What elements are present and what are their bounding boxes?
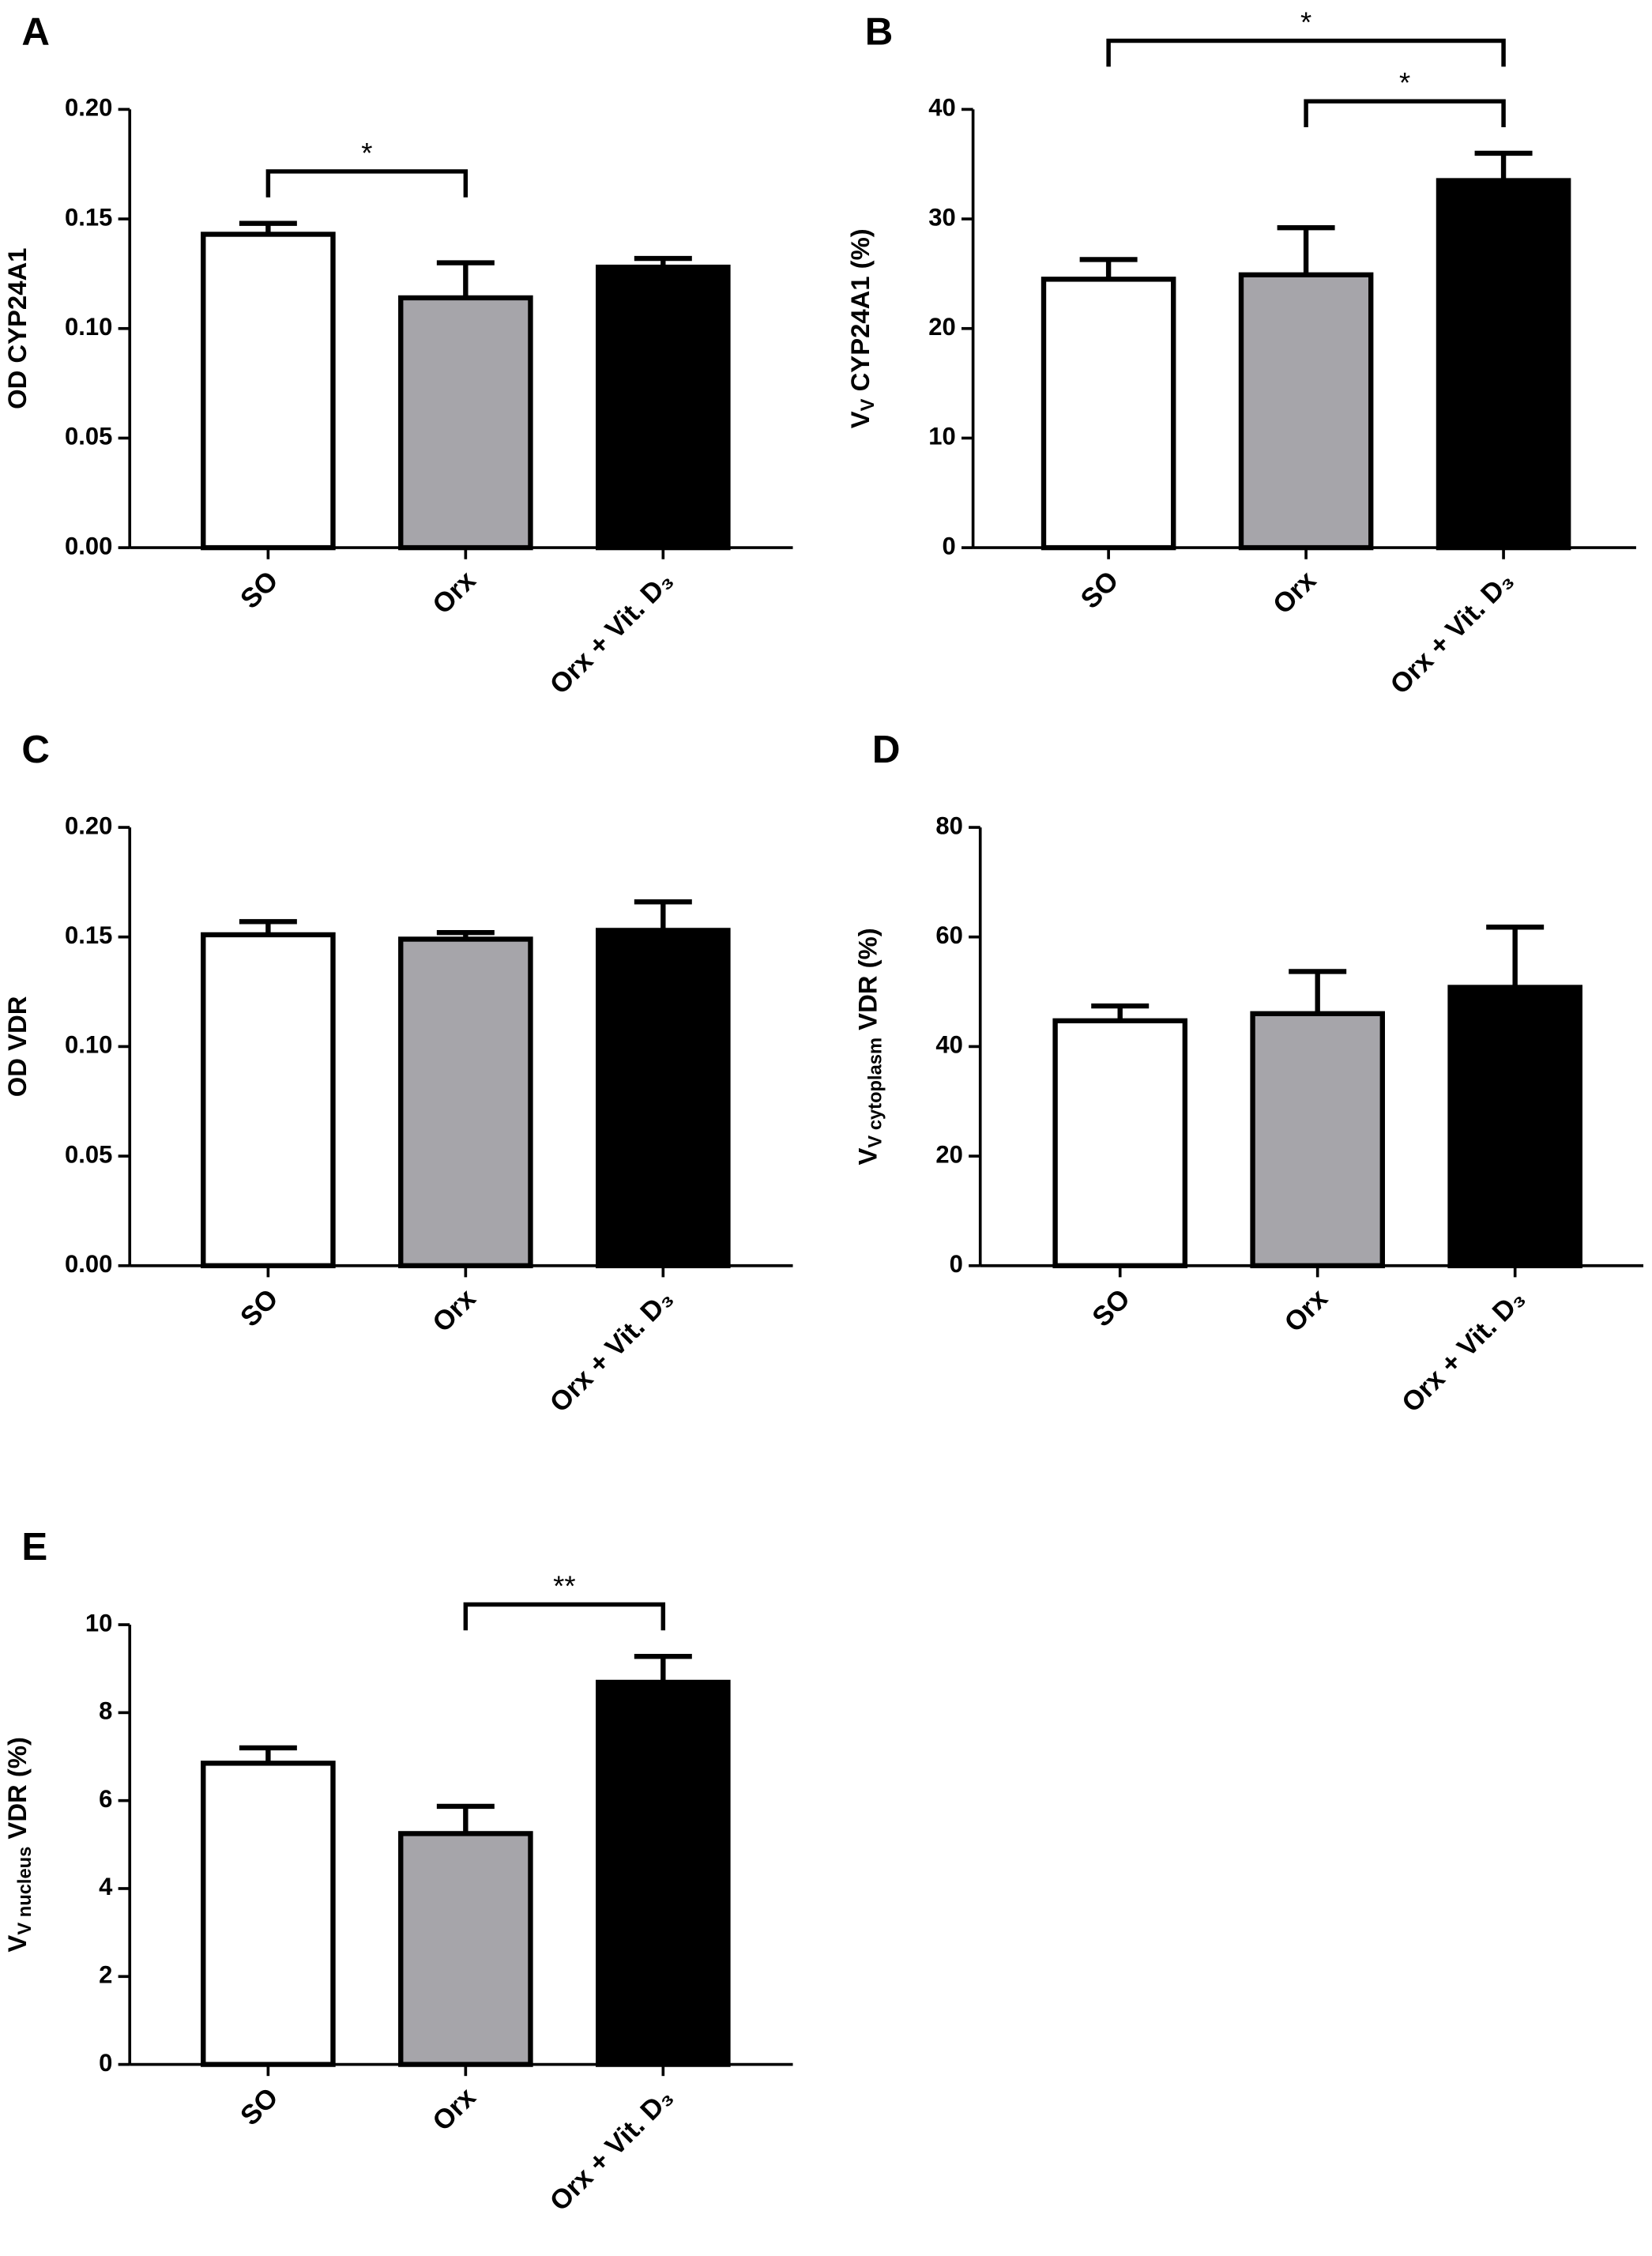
bar <box>398 1831 533 2067</box>
significance-bracket <box>463 1602 666 1631</box>
x-tick-label: Orx + Vit. D₃ <box>544 1283 679 1418</box>
x-tick-label: Orx <box>1267 565 1323 620</box>
y-tick-label: 0 <box>950 1250 963 1278</box>
bar <box>398 295 533 551</box>
panel-label: B <box>865 9 894 53</box>
x-tick-label: Orx + Vit. D₃ <box>1385 566 1520 701</box>
y-tick-label: 0 <box>942 532 955 559</box>
y-axis-label-part: OD VDR <box>2 996 32 1097</box>
bar <box>201 232 336 551</box>
y-axis-label: VV nucleus VDR (%) <box>2 1737 36 1952</box>
y-tick-label: 30 <box>928 203 955 231</box>
y-tick-label: 80 <box>935 812 962 839</box>
x-tick-label: SO <box>235 2082 284 2131</box>
y-axis-label: VV cytoplasm VDR (%) <box>852 928 886 1165</box>
y-axis-label-part: OD CYP24A1 <box>2 248 32 409</box>
y-tick-label: 6 <box>99 1785 112 1813</box>
bar <box>1250 1011 1385 1268</box>
significance-bracket <box>265 169 469 198</box>
bar <box>201 932 336 1268</box>
bar <box>596 928 731 1268</box>
bar <box>596 264 731 551</box>
significance-bracket <box>1304 99 1506 128</box>
y-tick-label: 0.00 <box>65 1250 112 1278</box>
significance-label: * <box>361 137 372 169</box>
y-axis-label-part: V cytoplasm <box>865 1038 886 1148</box>
y-tick-label: 2 <box>99 1960 112 1988</box>
y-axis-label-part: VDR (%) <box>852 928 882 1038</box>
bar <box>398 936 533 1268</box>
y-tick-label: 40 <box>928 94 955 122</box>
significance-label: ** <box>553 1570 575 1603</box>
bar <box>1040 277 1176 551</box>
y-tick-label: 0.10 <box>65 313 112 341</box>
bar <box>1436 178 1571 551</box>
y-axis-label-part: V <box>858 398 879 411</box>
x-tick-label: SO <box>1087 1283 1136 1332</box>
panel-label: A <box>21 9 50 53</box>
panel-label: E <box>21 1525 47 1569</box>
x-tick-label: SO <box>235 1283 284 1332</box>
x-tick-label: Orx + Vit. D₃ <box>544 566 679 701</box>
x-tick-label: Orx <box>427 565 483 620</box>
y-axis-label-part: V nucleus <box>15 1847 36 1935</box>
y-tick-label: 60 <box>935 921 962 949</box>
significance-label: * <box>1300 6 1311 39</box>
y-tick-label: 0.05 <box>65 1140 112 1168</box>
y-tick-label: 10 <box>85 1609 112 1636</box>
y-axis-label-part: V <box>852 1147 882 1165</box>
y-tick-label: 20 <box>935 1140 962 1168</box>
y-tick-label: 10 <box>928 423 955 450</box>
y-tick-label: 40 <box>935 1031 962 1059</box>
x-tick-label: SO <box>1075 566 1124 615</box>
y-axis-label: OD VDR <box>2 996 32 1097</box>
bar <box>201 1761 336 2067</box>
y-tick-label: 0.20 <box>65 812 112 839</box>
y-axis-label-part: V <box>845 411 875 428</box>
bar <box>596 1679 731 2067</box>
bar <box>1052 1018 1188 1268</box>
significance-bracket <box>1106 38 1506 67</box>
significance-label: * <box>1399 66 1410 99</box>
panel-label: C <box>21 728 50 771</box>
y-tick-label: 0.15 <box>65 203 112 231</box>
y-tick-label: 0.20 <box>65 94 112 122</box>
y-axis-label-part: VDR (%) <box>2 1737 32 1847</box>
x-tick-label: Orx <box>1279 1283 1334 1339</box>
y-tick-label: 0.05 <box>65 423 112 450</box>
y-axis-label-part: V <box>2 1935 32 1953</box>
bar <box>1238 272 1374 551</box>
x-tick-label: Orx <box>427 1283 483 1339</box>
y-tick-label: 8 <box>99 1697 112 1725</box>
y-axis-label: OD CYP24A1 <box>2 248 32 409</box>
bar <box>1447 985 1582 1268</box>
x-tick-label: Orx + Vit. D₃ <box>1396 1283 1531 1418</box>
x-tick-label: Orx + Vit. D₃ <box>544 2082 679 2217</box>
y-tick-label: 0.15 <box>65 921 112 949</box>
y-axis-label: VV CYP24A1 (%) <box>845 228 879 428</box>
panel-label: D <box>872 728 901 771</box>
y-tick-label: 0.00 <box>65 532 112 559</box>
y-axis-label-part: CYP24A1 (%) <box>845 228 875 398</box>
y-tick-label: 0.10 <box>65 1031 112 1059</box>
x-tick-label: Orx <box>427 2082 483 2137</box>
y-tick-label: 0 <box>99 2049 112 2077</box>
x-tick-label: SO <box>235 566 284 615</box>
y-tick-label: 20 <box>928 313 955 341</box>
y-tick-label: 4 <box>99 1873 113 1900</box>
